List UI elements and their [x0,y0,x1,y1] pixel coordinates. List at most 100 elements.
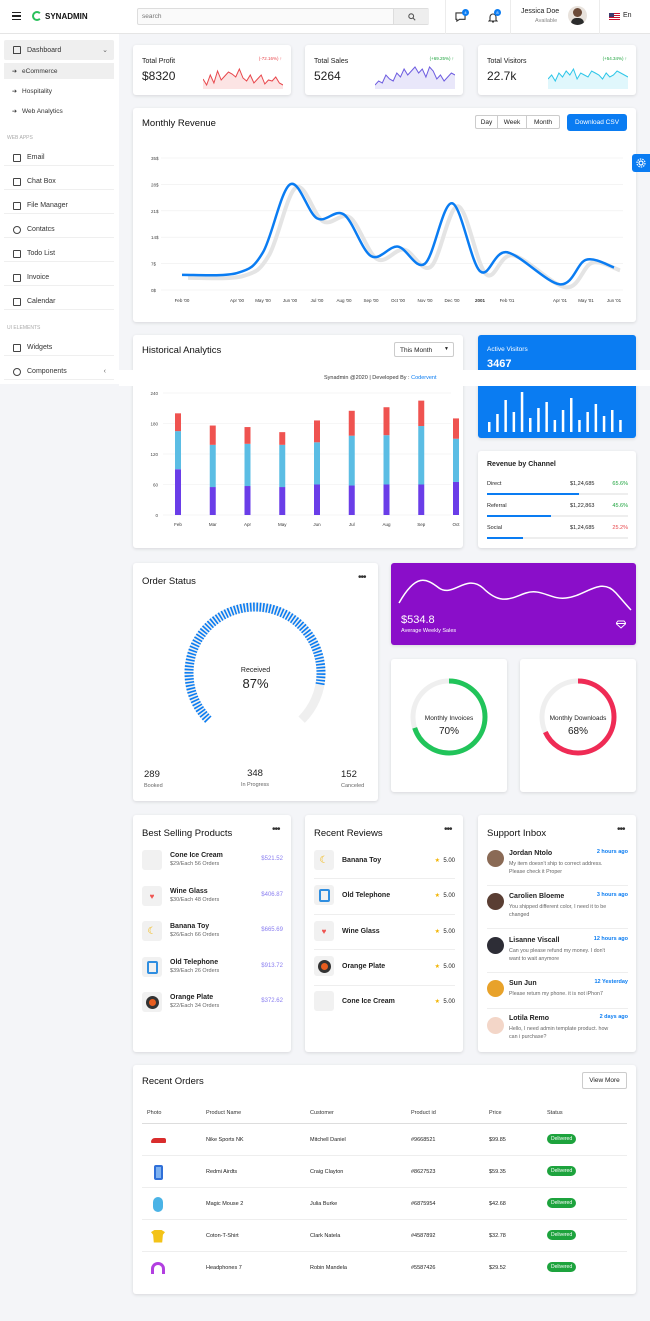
sidebar-item-components[interactable]: Components ‹ [4,364,114,380]
sender-name: Jordan Ntolo [509,850,553,857]
arrow-right-icon: ➔ [12,108,18,115]
y-tick-label: 240 [150,391,158,396]
column-header: Product id [411,1110,436,1116]
table-row[interactable]: Nike Sports NK Mitchell Daniel #9668521 … [142,1124,627,1156]
inbox-message[interactable]: Jordan Ntolo 2 hours ago My item doesn't… [487,848,628,882]
brand-logo-icon [32,11,42,21]
review-row[interactable]: ♥ Wine Glass ★ 5.00 [314,921,455,943]
sidebar-sub-hospitality[interactable]: ➔ Hospitality [4,83,114,99]
sender-name: Lisanne Viscall [509,937,560,944]
footer-bar: Synadmin @2020 | Developed By : Coderven… [119,370,650,386]
table-row[interactable]: Headphones 7 Robin Mandela #5587426 $29.… [142,1252,627,1284]
product-name: Orange Plate [170,994,214,1001]
product-row[interactable]: Orange Plate $22/Each 34 Orders $372.62 [142,992,283,1014]
tshirt-icon [148,1226,168,1246]
sidebar-item-calendar[interactable]: Calendar [4,294,114,310]
stat-card-sales: Total Sales 5264 (+69.25%) ↑ [305,45,463,95]
review-product: Orange Plate [342,963,386,970]
channel-progress-fill [487,515,552,517]
table-row[interactable]: Magic Mouse 2 Julia Burke #6875954 $42.6… [142,1188,627,1220]
mouse-icon [148,1194,168,1214]
sidebar-item-file-manager[interactable]: File Manager [4,198,114,214]
channel-row: Referral $1,22,863 45.6% [487,503,628,519]
channel-pct: 65.6% [612,481,628,487]
product-row[interactable]: ☾ Banana Toy $26/Each 66 Orders $665.69 [142,921,283,943]
revenue-line-chart: 0$ 7$ 14$ 21$ 28$ 35$ Feb '00 Apr '00 May '00 Jun… [151,156,623,303]
x-tick-label: Mar [209,522,217,527]
x-tick-label: Nov '00 [417,298,433,303]
review-row[interactable]: ☾ Banana Toy ★ 5.00 [314,850,455,872]
sidebar-item-label: Contatcs [27,226,55,233]
banana-icon: ☾ [142,921,162,941]
ring-value: 68% [567,726,588,737]
product-id: #6875954 [411,1201,436,1207]
download-csv-button[interactable]: Download CSV [567,114,627,131]
star-icon: ★ [434,964,440,970]
y-tick-label: 180 [150,422,158,427]
more-options-icon[interactable]: ••• [358,572,366,583]
month-button[interactable]: Month [527,115,560,129]
inbox-message[interactable]: Carolien Bloeme 3 hours ago You shipped … [487,891,628,925]
language-selector[interactable]: En [609,12,639,22]
sidebar-item-widgets[interactable]: Widgets [4,340,114,356]
review-row[interactable]: Old Telephone ★ 5.00 [314,885,455,907]
review-row[interactable]: Cone Ice Cream ★ 5.00 [314,991,455,1013]
sidebar-item-contacts[interactable]: Contatcs [4,222,114,238]
search-button[interactable] [393,9,429,24]
stat-booked: 289 Booked [144,769,163,789]
notifications-badge: 8 [494,9,501,16]
user-menu[interactable]: Jessica Doe Available [511,0,595,34]
x-tick-label: Feb [174,522,182,527]
review-product: Banana Toy [342,857,382,864]
messages-button[interactable]: 4 [454,9,469,24]
review-row[interactable]: Orange Plate ★ 5.00 [314,956,455,978]
stat-label: In Progress [240,782,270,788]
period-select[interactable]: This Month ▼ [394,342,454,357]
monthly-downloads-card: Monthly Downloads 68% [520,659,636,792]
sidebar-item-todo-list[interactable]: Todo List [4,246,114,262]
channel-progress [487,537,628,539]
channel-amount: $1,22,863 [570,503,595,509]
sidebar-item-dashboard[interactable]: Dashboard ⌄ [4,40,114,60]
notifications-button[interactable]: 8 [486,9,501,24]
week-button[interactable]: Week [498,115,527,129]
inbox-message[interactable]: Lisanne Viscall 12 hours ago Can you ple… [487,935,628,969]
menu-icon[interactable] [12,12,21,20]
inbox-message[interactable]: Sun Jun 12 Yesterday Please return my ph… [487,978,628,1008]
sidebar-sub-web-analytics[interactable]: ➔ Web Analytics [4,103,114,119]
product-price: $665.69 [261,927,283,933]
sneaker-icon [148,1130,168,1150]
more-options-icon[interactable]: ••• [444,824,452,835]
status-badge: Delivered [547,1262,577,1272]
table-row[interactable]: Redmi Airdts Craig Clayton #8627523 $59.… [142,1156,627,1188]
more-options-icon[interactable]: ••• [272,824,280,835]
sidebar-item-label: Email [27,154,45,161]
more-options-icon[interactable]: ••• [617,824,625,835]
inbox-message[interactable]: Lotila Remo 2 days ago Hello, I need adm… [487,1013,628,1047]
divider [314,878,455,879]
sender-name: Lotila Remo [509,1015,550,1022]
table-row[interactable]: Coton-T-Shirt Clark Natela #4587892 $32.… [142,1220,627,1252]
wine-glass-icon: ♥ [142,886,162,906]
product-row[interactable]: ♥ Wine Glass $30/Each 48 Orders $406.87 [142,886,283,908]
view-more-button[interactable]: View More [582,1072,627,1089]
day-button[interactable]: Day [475,115,498,129]
sidebar-item-chat-box[interactable]: Chat Box [4,174,114,190]
footer-link[interactable]: Codervent [411,375,437,381]
sidebar-item-invoice[interactable]: Invoice [4,270,114,286]
stat-label: Canceled [341,783,365,789]
visitor-bar [496,414,499,432]
downloads-progress-ring [539,678,617,756]
message-preview: changed [509,912,530,918]
card-title: Revenue by Channel [487,461,556,468]
card-title: Order Status [142,576,196,587]
sidebar-item-email[interactable]: Email [4,150,114,166]
visitor-bar [545,402,548,432]
x-tick-label: Oct [452,522,460,527]
y-tick-label: 0$ [151,288,157,293]
settings-button[interactable] [632,154,650,172]
search-input[interactable] [138,9,393,24]
product-row[interactable]: Cone Ice Cream $29/Each 56 Orders $521.5… [142,850,283,872]
sidebar-sub-ecommerce[interactable]: ➔ eCommerce [4,63,114,79]
product-row[interactable]: Old Telephone $39/Each 26 Orders $913.72 [142,957,283,979]
